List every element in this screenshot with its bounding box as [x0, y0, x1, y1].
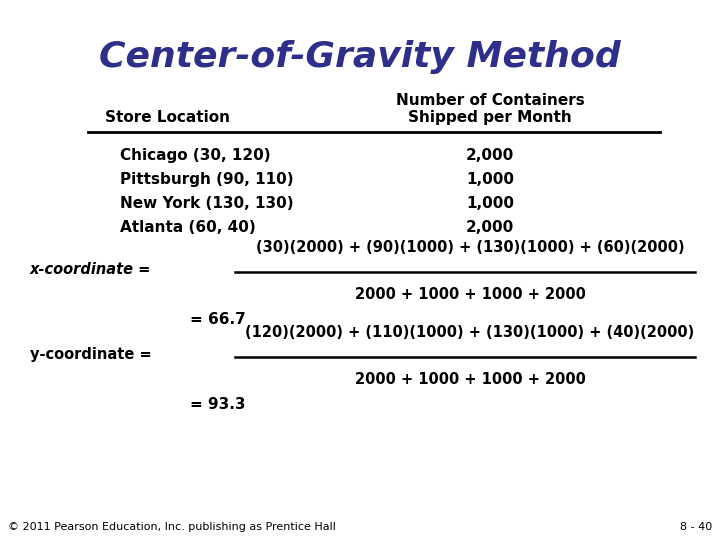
Text: 2000 + 1000 + 1000 + 2000: 2000 + 1000 + 1000 + 2000 [354, 287, 585, 302]
Text: Shipped per Month: Shipped per Month [408, 110, 572, 125]
Text: Chicago (30, 120): Chicago (30, 120) [120, 148, 271, 163]
Text: Number of Containers: Number of Containers [395, 93, 585, 108]
Text: 1,000: 1,000 [466, 196, 514, 211]
Text: Pittsburgh (90, 110): Pittsburgh (90, 110) [120, 172, 294, 187]
Text: y-coordinate =: y-coordinate = [30, 348, 152, 362]
Text: Center-of-Gravity Method: Center-of-Gravity Method [99, 40, 621, 74]
Text: 2,000: 2,000 [466, 148, 514, 163]
Text: Store Location: Store Location [105, 110, 230, 125]
Text: 8 - 40: 8 - 40 [680, 522, 712, 532]
Text: Atlanta (60, 40): Atlanta (60, 40) [120, 220, 256, 235]
Text: (120)(2000) + (110)(1000) + (130)(1000) + (40)(2000): (120)(2000) + (110)(1000) + (130)(1000) … [246, 325, 695, 340]
Text: x-coordinate =: x-coordinate = [30, 262, 151, 278]
Text: 2,000: 2,000 [466, 220, 514, 235]
Text: © 2011 Pearson Education, Inc. publishing as Prentice Hall: © 2011 Pearson Education, Inc. publishin… [8, 522, 336, 532]
Text: (30)(2000) + (90)(1000) + (130)(1000) + (60)(2000): (30)(2000) + (90)(1000) + (130)(1000) + … [256, 240, 684, 255]
Text: = 66.7: = 66.7 [190, 312, 246, 327]
Text: 1,000: 1,000 [466, 172, 514, 187]
Text: New York (130, 130): New York (130, 130) [120, 196, 294, 211]
Text: = 93.3: = 93.3 [190, 397, 246, 412]
Text: 2000 + 1000 + 1000 + 2000: 2000 + 1000 + 1000 + 2000 [354, 372, 585, 387]
